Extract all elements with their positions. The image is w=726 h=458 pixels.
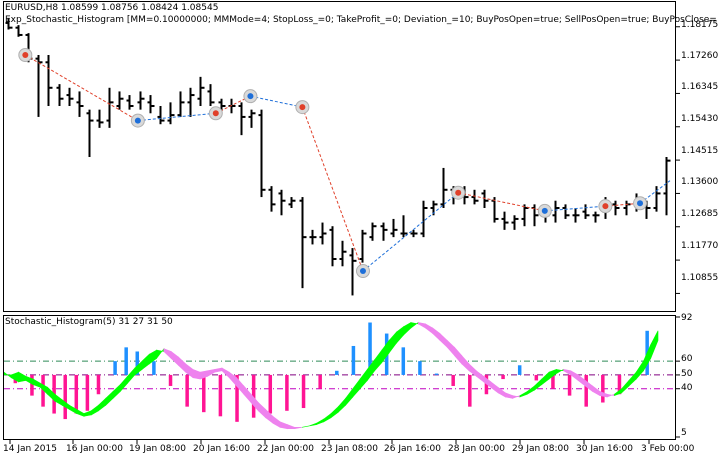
histogram-bar	[124, 347, 128, 375]
time-axis-label: 30 Jan 16:00	[576, 444, 633, 454]
histogram-bar	[335, 370, 339, 375]
price-label: 1.11770	[681, 241, 719, 251]
histogram-bar	[484, 374, 489, 395]
histogram-bar	[63, 374, 67, 420]
price-label: 1.10855	[681, 273, 719, 283]
time-axis-label: 26 Jan 16:00	[384, 444, 441, 454]
price-label: 1.16345	[681, 82, 719, 92]
time-axis-label: 29 Jan 08:00	[512, 444, 569, 454]
histogram-bar	[285, 374, 289, 411]
trade-line	[458, 192, 545, 212]
histogram-bar	[534, 374, 539, 381]
histogram-bar	[152, 361, 156, 375]
trade-line	[250, 95, 303, 108]
histogram-bar	[113, 361, 117, 375]
histogram-bar	[74, 374, 79, 414]
stochastic-cloud-segment	[650, 330, 659, 359]
indicator-scale-label: 5	[681, 428, 687, 438]
trade-line	[544, 205, 606, 212]
price-label: 1.18175	[681, 20, 719, 30]
histogram-bar	[351, 345, 356, 375]
time-axis-label: 19 Jan 08:00	[129, 444, 186, 454]
histogram-bar	[218, 374, 223, 417]
sell-signal-dot	[602, 203, 609, 210]
time-axis-label: 3 Feb 00:00	[641, 444, 695, 454]
histogram-bar	[85, 374, 90, 411]
histogram-bar	[567, 374, 572, 396]
histogram-bar	[468, 374, 472, 407]
histogram-bar	[202, 374, 206, 413]
histogram-bar	[41, 374, 45, 407]
sell-signal-dot	[299, 104, 306, 111]
indicator-scale-label: 40	[681, 383, 693, 393]
time-axis-label: 23 Jan 08:00	[321, 444, 378, 454]
histogram-bar	[268, 374, 273, 414]
histogram-bar	[501, 374, 505, 380]
buy-signal-dot	[134, 117, 141, 124]
time-axis-label: 22 Jan 00:00	[257, 444, 314, 454]
buy-signal-dot	[359, 268, 366, 275]
indicator-header: Exp_Stochastic_Histogram [MM=0.10000000;…	[5, 15, 717, 25]
trade-line	[301, 106, 364, 272]
histogram-bar	[517, 365, 522, 375]
histogram-bar	[551, 374, 555, 389]
indicator-scale-label: 60	[681, 354, 693, 364]
indicator-scale-label: 50	[681, 369, 693, 379]
histogram-bar	[235, 374, 239, 422]
indicator-panel-title: Stochastic_Histogram(5) 31 27 31 50	[5, 317, 173, 327]
trade-line	[137, 112, 216, 122]
buy-signal-dot	[637, 200, 644, 207]
main-price-panel[interactable]	[3, 1, 676, 312]
buy-signal-dot	[541, 207, 548, 214]
histogram-bar	[434, 373, 439, 375]
stochastic-cloud-segment	[294, 427, 302, 430]
indicator-panel[interactable]	[3, 315, 676, 440]
histogram-bar	[318, 374, 322, 389]
histogram-bar	[135, 351, 140, 375]
trade-line	[362, 192, 459, 272]
histogram-bar	[617, 374, 622, 395]
sell-signal-dot	[212, 110, 219, 117]
time-axis-label: 20 Jan 16:00	[193, 444, 250, 454]
price-label: 1.15430	[681, 114, 719, 124]
histogram-bar	[185, 374, 189, 407]
histogram-bar	[584, 374, 588, 407]
histogram-bar	[30, 374, 34, 396]
sell-signal-dot	[22, 52, 29, 58]
histogram-bar	[451, 374, 455, 386]
price-label: 1.12685	[681, 209, 719, 219]
price-label: 1.17260	[681, 51, 719, 61]
price-label: 1.13600	[681, 177, 719, 187]
symbol-header: EURUSD,H8 1.08599 1.08756 1.08424 1.0854…	[5, 3, 219, 13]
time-axis-label: 16 Jan 00:00	[66, 444, 123, 454]
time-axis-label: 28 Jan 00:00	[448, 444, 505, 454]
time-axis-label: 14 Jan 2015	[3, 444, 57, 454]
buy-signal-dot	[247, 93, 254, 100]
sell-signal-dot	[455, 189, 462, 196]
histogram-bar	[418, 361, 422, 375]
histogram-bar	[96, 374, 101, 395]
histogram-bar	[601, 374, 605, 403]
histogram-bar	[168, 374, 173, 386]
histogram-bar	[368, 322, 372, 375]
price-label: 1.14515	[681, 146, 719, 156]
indicator-scale-label: 92	[681, 313, 693, 323]
histogram-bar	[251, 374, 256, 418]
histogram-bar	[301, 374, 306, 409]
trade-line	[25, 54, 139, 122]
histogram-bar	[401, 347, 406, 375]
